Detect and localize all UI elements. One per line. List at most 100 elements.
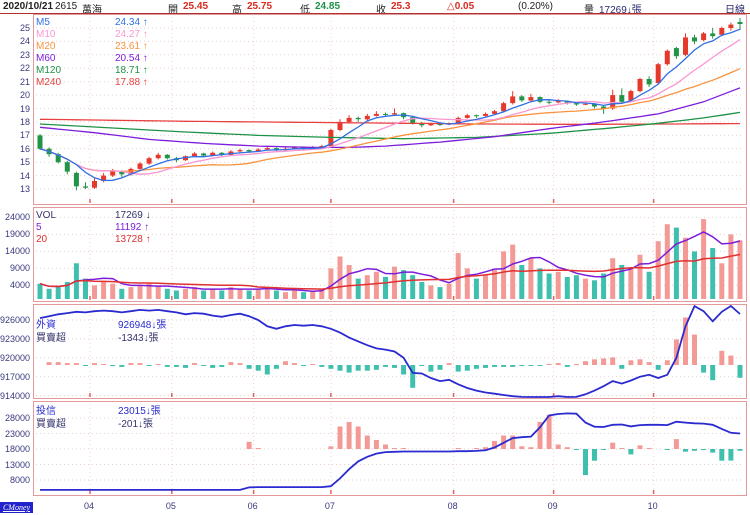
stock-id: 2615 <box>55 1 78 12</box>
change-percent: (0.20%) <box>518 1 554 12</box>
y-tick-label: 8000 <box>9 475 30 485</box>
y-tick-label: 16 <box>19 143 30 154</box>
volume-value: 17269↓張 <box>599 5 642 16</box>
open-value: 25.45 <box>183 1 209 12</box>
legend-row: 5 11192 ↑ <box>36 222 149 234</box>
y-tick-label: 23000 <box>4 428 30 439</box>
legend-name: 20 <box>36 234 48 245</box>
header-divider <box>0 13 750 14</box>
volume-label: 量 <box>584 5 594 16</box>
legend-name: M10 <box>36 29 56 40</box>
cmoney-logo[interactable]: CMoney <box>0 502 33 513</box>
legend-value: 23.61 ↑ <box>115 41 148 52</box>
legend-value: 17.88 ↑ <box>115 77 148 88</box>
y-tick-label: 20 <box>19 90 30 101</box>
y-tick-label: 19 <box>19 103 30 114</box>
volume-panel <box>33 207 747 302</box>
price-panel <box>33 14 747 205</box>
month-label: 10 <box>647 501 658 511</box>
legend-name: M5 <box>36 17 50 28</box>
y-tick-label: 9000 <box>9 263 30 274</box>
close-value: 25.3 <box>391 1 411 12</box>
legend-row: M20 23.61 ↑ <box>36 41 148 53</box>
y-tick-label: 13 <box>19 184 30 195</box>
y-tick-label: 18000 <box>4 444 30 454</box>
high-value: 25.75 <box>247 1 273 12</box>
date-label: 2020/10/21 <box>3 1 54 12</box>
y-tick-label: 4000 <box>9 280 30 291</box>
y-tick-label: 28000 <box>4 413 30 423</box>
y-tick-label: 13000 <box>4 459 30 470</box>
legend-name: M60 <box>36 53 56 64</box>
y-tick-label: 15 <box>19 157 30 168</box>
legend-row: 買賣超 -1343↓張 <box>36 333 159 346</box>
legend-value: 24.27 ↑ <box>115 29 148 40</box>
legend-row: M240 17.88 ↑ <box>36 77 148 89</box>
y-tick-label: 24 <box>19 36 30 47</box>
foreign-investors-panel <box>33 304 747 399</box>
month-label: 05 <box>165 501 176 511</box>
open-label: 開 <box>168 5 178 16</box>
legend-name: M120 <box>36 65 62 76</box>
y-tick-label: 25 <box>19 23 30 33</box>
legend-value: -201↓張 <box>118 419 154 430</box>
legend-row: 買賣超 -201↓張 <box>36 419 153 432</box>
price-chart <box>36 17 744 203</box>
legend-row: M10 24.27 ↑ <box>36 29 148 41</box>
y-tick-label: 24000 <box>4 212 30 223</box>
legend-row: 外資 926948↓張 <box>36 320 166 333</box>
legend-value: 20.54 ↑ <box>115 53 148 64</box>
trust-legend: 投信 23015↓張買賣超 -201↓張 <box>36 406 161 432</box>
y-tick-label: 22 <box>19 63 30 74</box>
legend-row: M60 20.54 ↑ <box>36 53 148 65</box>
low-value: 24.85 <box>315 1 341 12</box>
legend-row: VOL 17269 ↓ <box>36 210 151 222</box>
investment-trust-panel <box>33 401 747 496</box>
legend-value: 11192 ↑ <box>115 222 150 233</box>
month-label: 06 <box>247 501 258 511</box>
y-tick-label: 914000 <box>0 390 31 401</box>
legend-name: VOL <box>36 210 57 221</box>
legend-value: 18.71 ↑ <box>115 65 148 76</box>
legend-name: 5 <box>36 222 42 233</box>
y-tick-label: 926000 <box>0 315 31 325</box>
change-value: △0.05 <box>447 1 475 12</box>
legend-row: 投信 23015↓張 <box>36 406 161 419</box>
month-label: 07 <box>324 501 335 511</box>
low-label: 低 <box>300 5 310 16</box>
legend-value: 17269 ↓ <box>115 210 151 221</box>
high-label: 高 <box>232 5 242 16</box>
legend-row: 20 13728 ↑ <box>36 234 151 246</box>
legend-value: 23015↓張 <box>118 406 161 417</box>
trust-chart <box>36 404 744 494</box>
legend-name: 外資 <box>36 320 56 331</box>
legend-name: M240 <box>36 77 62 88</box>
period-selector[interactable]: 日線 <box>725 5 745 16</box>
y-tick-label: 17 <box>19 130 30 141</box>
legend-value: 13728 ↑ <box>115 234 151 245</box>
month-label: 08 <box>447 501 458 511</box>
legend-value: 926948↓張 <box>118 320 167 331</box>
legend-row: M5 24.34 ↑ <box>36 17 148 29</box>
month-label: 09 <box>547 501 558 511</box>
legend-name: M20 <box>36 41 56 52</box>
y-tick-label: 21 <box>19 76 30 87</box>
month-label: 04 <box>84 501 95 511</box>
y-tick-label: 18 <box>19 116 30 127</box>
y-tick-label: 920000 <box>0 352 31 363</box>
legend-name: 買賣超 <box>36 419 66 430</box>
y-tick-label: 23 <box>19 49 30 60</box>
volume-legend: VOL 17269 ↓ 5 11192 ↑ 20 13728 ↑ <box>36 210 151 246</box>
y-tick-label: 917000 <box>0 371 31 382</box>
y-tick-label: 14 <box>19 170 30 181</box>
foreign-chart <box>36 305 744 398</box>
y-tick-label: 14000 <box>4 246 30 257</box>
ma-legend: M5 24.34 ↑ M10 24.27 ↑ M20 23.61 ↑ M60 20.54 ↑ M… <box>36 17 148 89</box>
foreign-legend: 外資 926948↓張買賣超 -1343↓張 <box>36 320 166 346</box>
y-tick-label: 923000 <box>0 333 31 344</box>
y-tick-label: 19000 <box>4 229 30 240</box>
legend-name: 投信 <box>36 406 56 417</box>
legend-name: 買賣超 <box>36 333 66 344</box>
quote-header: 2020/10/21 2615 萬海 開 25.45 高 25.75 低 24.… <box>0 0 750 16</box>
